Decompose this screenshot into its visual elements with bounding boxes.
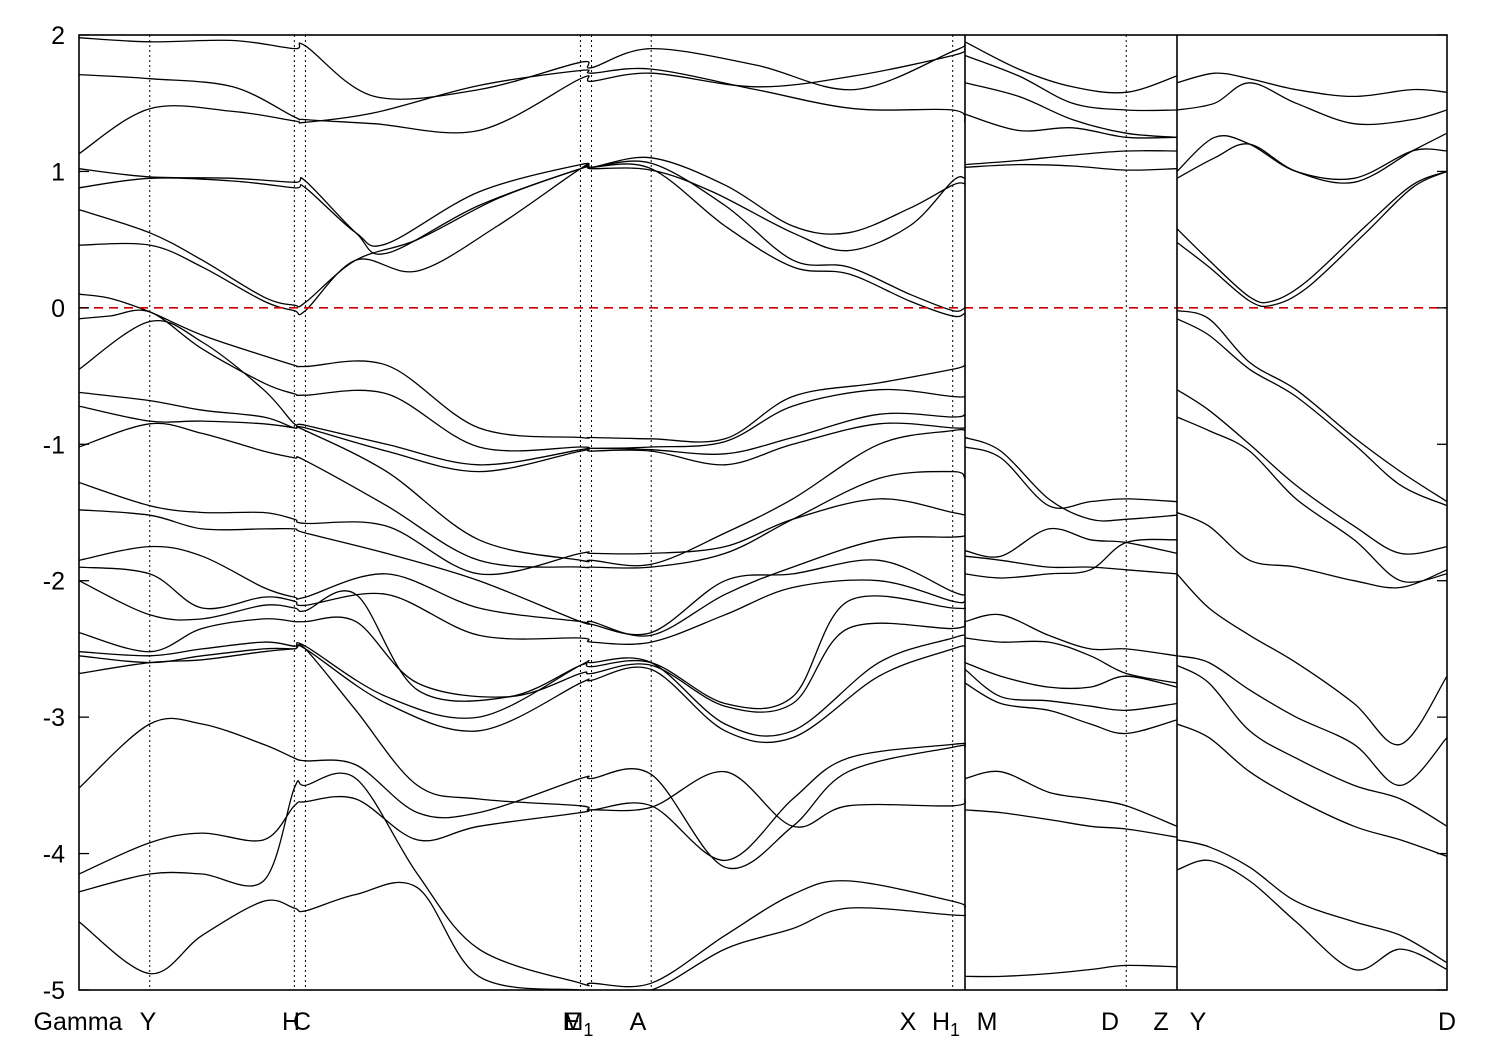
y-tick-label: 2: [51, 22, 65, 50]
band-line-7: [79, 293, 966, 443]
band-line-38: [964, 637, 1178, 684]
band-line-31: [964, 163, 1178, 171]
x-tick-label-y: Y: [140, 1008, 157, 1036]
band-line-12: [79, 422, 966, 569]
band-line-6: [79, 163, 966, 318]
band-line-8: [79, 309, 966, 452]
y-tick-label: 0: [51, 295, 65, 323]
band-line-33: [964, 446, 1178, 509]
band-line-41: [964, 682, 1178, 735]
band-line-39: [964, 661, 1178, 690]
x-tick-label-a: A: [630, 1008, 647, 1036]
x-tick-label-d: D: [1438, 1008, 1456, 1036]
band-line-28: [964, 82, 1178, 138]
band-line-49: [1176, 170, 1447, 304]
band-line-19: [79, 634, 966, 737]
band-line-47: [1176, 135, 1447, 181]
band-line-26: [964, 41, 1178, 94]
x-tick-label-m: M1: [563, 1008, 594, 1040]
band-line-40: [964, 668, 1178, 711]
band-line-54: [1176, 416, 1447, 583]
band-line-18: [79, 616, 967, 713]
band-line-30: [964, 150, 1178, 166]
band-line-14: [79, 509, 966, 637]
x-tick-label-m: M: [977, 1008, 998, 1036]
x-tick-label-d: D: [1101, 1008, 1119, 1036]
x-tick-label-e: E: [564, 1008, 581, 1036]
band-line-44: [964, 964, 1178, 978]
bands-layer: [79, 37, 1447, 990]
plot-frame: [78, 34, 1448, 991]
plot-border: [78, 34, 1448, 991]
band-line-24: [79, 772, 967, 988]
y-tick-label: -1: [43, 431, 65, 459]
band-line-50: [1176, 170, 1447, 308]
band-line-58: [1176, 664, 1447, 827]
x-tick-label-gamma: Gamma: [34, 1008, 123, 1036]
y-tick-label: -3: [43, 704, 65, 732]
band-line-36: [964, 538, 1178, 579]
y-tick-label: -5: [43, 977, 65, 1005]
band-line-10: [79, 391, 966, 473]
band-line-43: [964, 809, 1178, 838]
band-line-56: [1176, 573, 1447, 746]
band-line-61: [1176, 859, 1447, 971]
band-line-59: [1176, 723, 1447, 857]
band-line-0: [79, 67, 966, 155]
band-line-52: [1176, 318, 1447, 507]
k-point-lines: [149, 35, 1127, 990]
band-line-57: [1176, 655, 1447, 787]
band-line-20: [79, 644, 966, 744]
band-line-32: [964, 436, 1178, 522]
band-line-48: [1176, 132, 1447, 184]
x-tick-label-h: H: [282, 1008, 300, 1036]
band-line-37: [964, 613, 1178, 657]
band-line-42: [964, 770, 1178, 827]
x-tick-label-z: Z: [1153, 1008, 1168, 1036]
band-line-45: [1176, 82, 1447, 126]
x-tick-label-h: H1: [932, 1008, 960, 1040]
band-line-34: [964, 527, 1178, 558]
band-line-53: [1176, 389, 1447, 555]
y-tick-label: 1: [51, 158, 65, 186]
band-line-9: [79, 319, 966, 466]
band-line-25: [79, 881, 967, 990]
x-tick-label-c: C: [293, 1008, 311, 1036]
band-line-29: [964, 113, 1178, 139]
x-tick-label-y: Y: [1190, 1008, 1207, 1036]
band-line-4: [79, 156, 966, 247]
band-line-17: [79, 580, 967, 710]
band-line-11: [79, 405, 966, 567]
band-line-60: [1176, 839, 1447, 964]
x-tick-label-x: X: [900, 1008, 917, 1036]
band-line-2: [79, 37, 966, 100]
band-line-27: [964, 54, 1178, 112]
y-tick-label: -2: [43, 568, 65, 596]
band-line-1: [79, 48, 966, 134]
band-line-21: [79, 643, 967, 862]
band-line-16: [79, 566, 966, 645]
band-line-55: [1176, 511, 1447, 589]
band-line-51: [1176, 309, 1447, 503]
band-line-23: [79, 771, 967, 875]
band-line-5: [79, 160, 966, 312]
band-line-22: [79, 717, 967, 870]
band-line-13: [79, 481, 966, 576]
x-axis: Gamma Y HC EM1 A X H1 M D Z Y D: [34, 1008, 1456, 1040]
band-line-46: [1176, 72, 1447, 98]
y-tick-label: -4: [43, 841, 65, 869]
band-line-15: [79, 545, 966, 636]
band-line-35: [964, 555, 1178, 575]
y-axis: 2 1 0 -1 -2 -3 -4 -5: [43, 22, 1447, 1005]
